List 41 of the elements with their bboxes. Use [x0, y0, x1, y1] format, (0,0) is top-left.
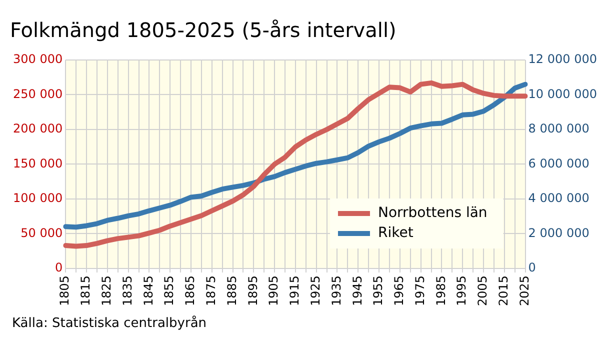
x-tick-label: 1945 — [350, 275, 364, 306]
text: Källa: Statistiska centralbyrån — [12, 315, 207, 331]
y2-tick-label: 4 000 000 — [528, 191, 590, 206]
x-tick-label: 1845 — [141, 275, 156, 306]
y2-tick-label: 0 — [528, 260, 536, 275]
x-tick-label: 1895 — [246, 275, 260, 306]
x-tick-label: 1935 — [329, 275, 344, 306]
x-tick-label: 2015 — [496, 275, 511, 306]
y2-tick-label: 2 000 000 — [528, 226, 590, 240]
y2-tick-label: 10 000 000 — [528, 86, 598, 101]
x-tick-label: 2025 — [517, 275, 532, 306]
x-tick-label: 1805 — [58, 275, 72, 306]
x-tick-label: 1995 — [454, 275, 469, 306]
x-tick-label: 1905 — [266, 275, 281, 306]
x-tick-label: 1885 — [224, 275, 239, 306]
y-tick-label: 300 000 — [13, 52, 63, 66]
y-tick-label: 100 000 — [13, 191, 63, 206]
y2-tick-label: 6 000 000 — [528, 156, 590, 170]
y-tick-label: 250 000 — [13, 86, 63, 101]
x-tick-label: 1955 — [371, 275, 386, 306]
y2-tick-label: 12 000 000 — [528, 52, 598, 66]
x-tick-label: 1915 — [288, 275, 302, 306]
y-tick-label: 0 — [54, 260, 63, 275]
x-tick-label: 1825 — [100, 275, 114, 306]
x-tick-label: 1815 — [78, 275, 93, 306]
x-tick-label: 1875 — [204, 275, 218, 306]
chart-title: Folkmängd 1805-2025 (5-års intervall) — [10, 18, 396, 42]
y2-tick-label: 8 000 000 — [528, 122, 590, 136]
legend-label: Riket — [378, 225, 414, 242]
x-tick-label: 1855 — [162, 275, 176, 306]
x-tick-label: 1985 — [434, 275, 448, 306]
y-tick-label: 50 000 — [20, 226, 63, 240]
legend-label: Norrbottens län — [378, 205, 488, 222]
x-tick-label: 2005 — [476, 275, 490, 306]
x-tick-label: 1835 — [120, 275, 134, 306]
x-tick-label: 1975 — [412, 275, 427, 306]
x-tick-label: 1965 — [392, 275, 406, 306]
y-tick-label: 150 000 — [13, 156, 63, 170]
x-tick-label: 1865 — [183, 275, 198, 306]
y-tick-label: 200 000 — [13, 122, 63, 136]
x-tick-label: 1925 — [308, 275, 322, 306]
